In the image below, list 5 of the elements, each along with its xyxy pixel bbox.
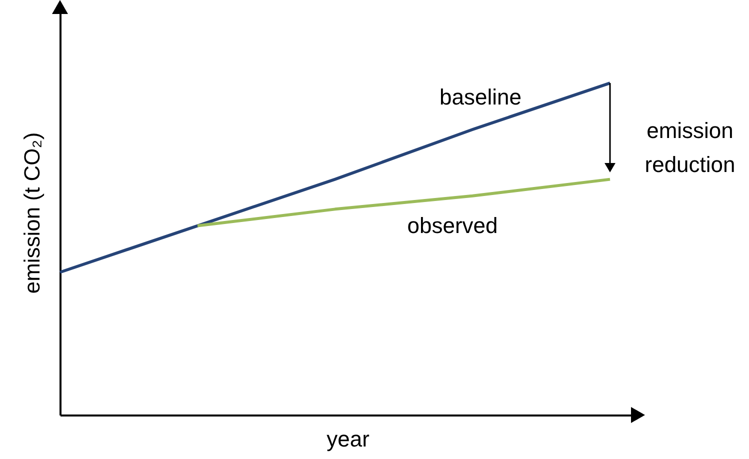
y-axis-title: emission (t CO₂) bbox=[20, 132, 44, 294]
annotation: baseline bbox=[440, 84, 522, 110]
x-axis-title: year bbox=[326, 426, 370, 452]
annotation: observed bbox=[407, 212, 498, 238]
text: emission reduction bbox=[644, 118, 736, 178]
